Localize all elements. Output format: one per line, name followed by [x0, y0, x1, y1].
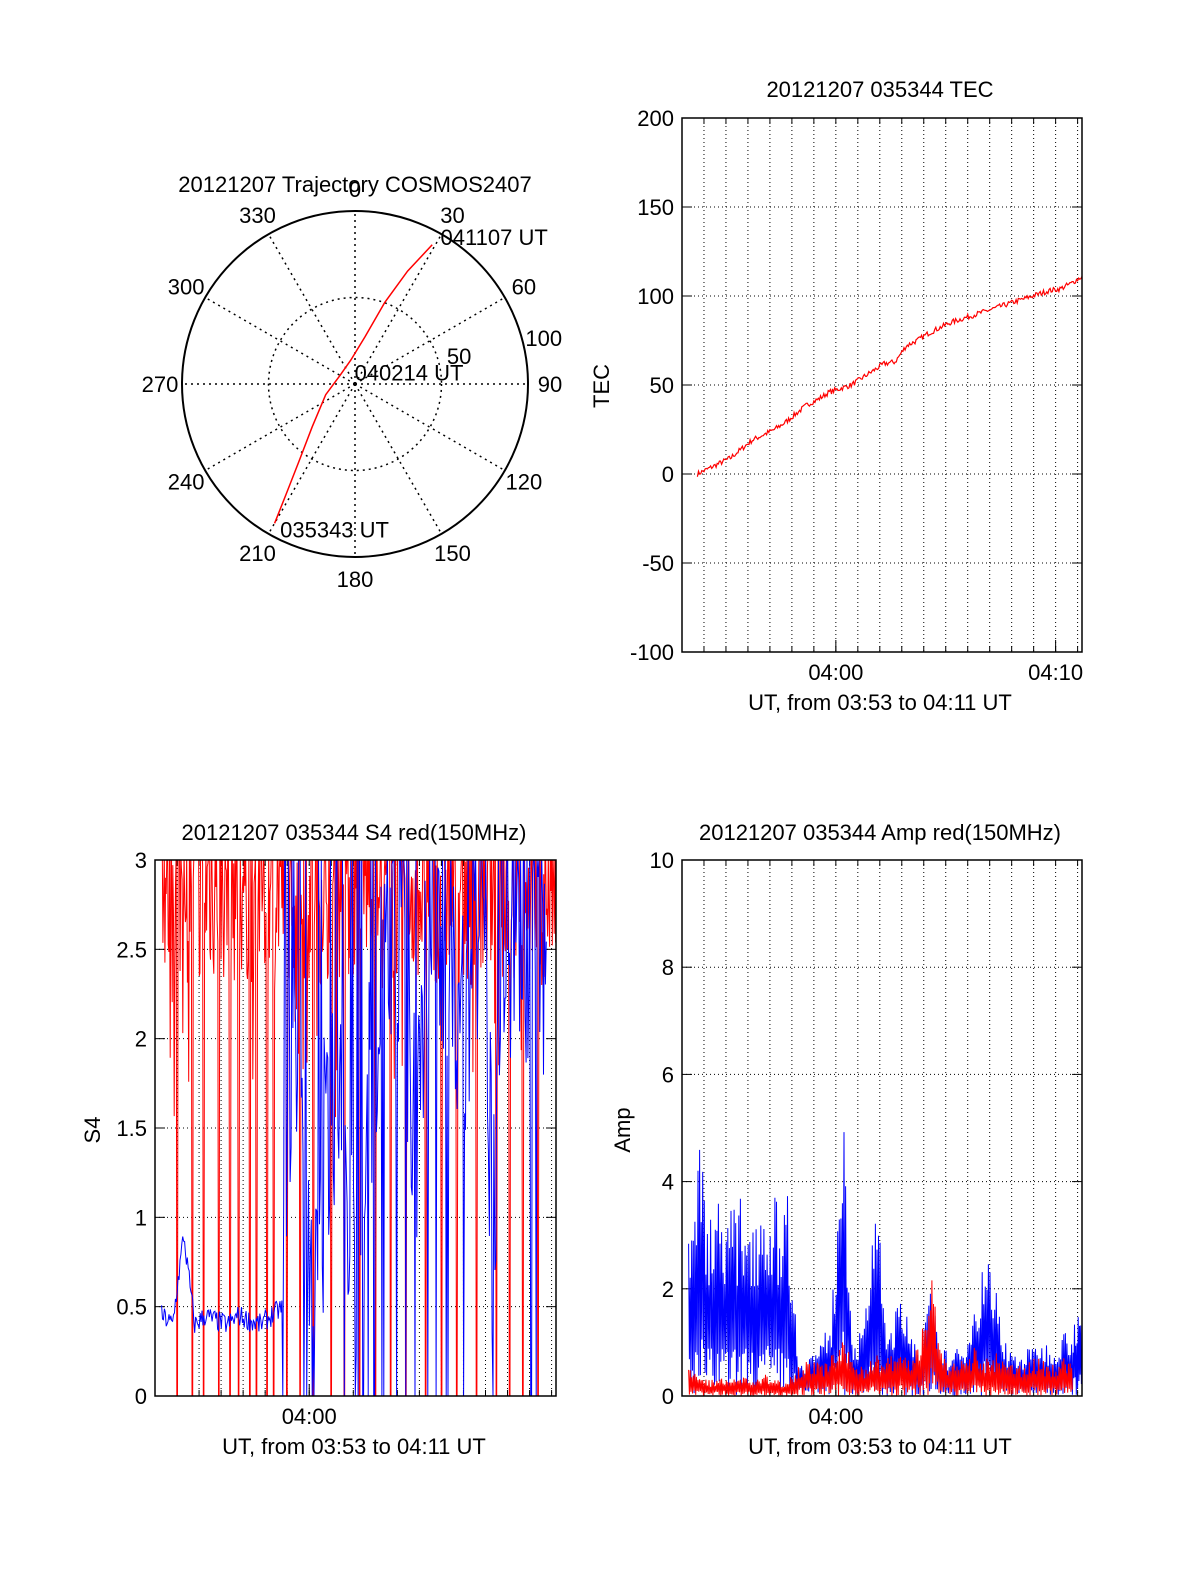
polar-spoke: [354, 383, 443, 535]
x-tick-label: 04:10: [1028, 660, 1083, 685]
s4-title: 20121207 035344 S4 red(150MHz): [182, 820, 527, 845]
azimuth-tick-label: 30: [440, 203, 464, 228]
polar-spoke: [204, 296, 356, 385]
s4-xlabel: UT, from 03:53 to 04:11 UT: [222, 1434, 486, 1459]
y-tick-label: 100: [637, 284, 674, 309]
tec-series-line: [696, 276, 1083, 477]
y-tick-label: 6: [662, 1062, 674, 1087]
trajectory-title: 20121207 Trajectory COSMOS2407: [178, 172, 531, 197]
y-tick-label: 150: [637, 195, 674, 220]
azimuth-tick-label: 330: [239, 203, 276, 228]
y-tick-label: 0.5: [116, 1295, 147, 1320]
plot-frame: [681, 859, 1083, 1397]
y-tick-label: 0: [662, 462, 674, 487]
polar-spoke: [267, 233, 356, 385]
azimuth-tick-label: 240: [168, 470, 205, 495]
polar-spoke: [354, 296, 506, 385]
y-tick-label: -100: [630, 640, 674, 665]
tec-xlabel: UT, from 03:53 to 04:11 UT: [748, 690, 1012, 715]
s4-series-group: [161, 860, 556, 1396]
x-tick-label: 04:00: [282, 1404, 337, 1429]
s4-red-series-line: [161, 860, 556, 1396]
tec-panel: 20121207 035344 TEC UT, from 03:53 to 04…: [589, 77, 1083, 715]
plot-frame: [681, 117, 1083, 653]
polar-spoke: [354, 383, 506, 472]
trajectory-panel: 20121207 Trajectory COSMOS2407 0 30 60 90 12…: [142, 172, 563, 592]
y-tick-label: 2: [662, 1277, 674, 1302]
s4-ylabel: S4: [80, 1117, 105, 1144]
azimuth-tick-label: 180: [337, 567, 374, 592]
tec-ylabel: TEC: [589, 364, 614, 408]
amp-series-group: [688, 1132, 1082, 1396]
plot-frame: [154, 859, 557, 1397]
y-tick-label: 2: [135, 1027, 147, 1052]
azimuth-tick-label: 60: [512, 275, 536, 300]
y-tick-label: 2.5: [116, 937, 147, 962]
y-tick-label: 3: [135, 848, 147, 873]
amp-red-series-line: [688, 1280, 1073, 1396]
y-tick-label: 0: [135, 1384, 147, 1409]
y-tick-label: 50: [650, 373, 674, 398]
radial-tick-label: 50: [447, 344, 471, 369]
polar-spoke: [267, 383, 356, 535]
polar-spoke: [204, 383, 356, 472]
radial-tick-label: 100: [525, 326, 562, 351]
azimuth-tick-label: 90: [538, 372, 562, 397]
tec-title: 20121207 035344 TEC: [766, 77, 993, 102]
trajectory-time-label: 041107 UT: [441, 225, 548, 250]
s4-panel: 20121207 035344 S4 red(150MHz) UT, from …: [80, 820, 557, 1459]
polar-grid-circle: [267, 296, 443, 472]
trajectory-time-label: 040214 UT: [355, 361, 464, 386]
polar-outer-circle: [181, 210, 529, 558]
amp-xlabel: UT, from 03:53 to 04:11 UT: [748, 1434, 1012, 1459]
azimuth-tick-label: 0: [349, 177, 361, 202]
y-tick-label: 10: [650, 848, 674, 873]
amp-title: 20121207 035344 Amp red(150MHz): [699, 820, 1061, 845]
azimuth-tick-label: 120: [506, 470, 543, 495]
azimuth-tick-label: 270: [142, 372, 179, 397]
y-tick-label: 0: [662, 1384, 674, 1409]
amp-panel: 20121207 035344 Amp red(150MHz) UT, from…: [610, 820, 1083, 1459]
y-tick-label: 8: [662, 955, 674, 980]
trajectory-line: [273, 244, 433, 524]
azimuth-tick-label: 150: [434, 541, 471, 566]
y-tick-label: -50: [642, 551, 674, 576]
azimuth-tick-label: 300: [168, 275, 205, 300]
s4-blue-series-line: [161, 860, 547, 1396]
polar-spoke: [354, 233, 443, 385]
amp-ylabel: Amp: [610, 1107, 635, 1152]
y-tick-label: 4: [662, 1170, 674, 1195]
x-tick-label: 04:00: [808, 660, 863, 685]
x-tick-label: 04:00: [808, 1404, 863, 1429]
y-tick-label: 1: [135, 1205, 147, 1230]
azimuth-tick-label: 210: [239, 541, 276, 566]
y-tick-label: 1.5: [116, 1116, 147, 1141]
trajectory-time-label: 035343 UT: [280, 517, 389, 542]
y-tick-label: 200: [637, 106, 674, 131]
